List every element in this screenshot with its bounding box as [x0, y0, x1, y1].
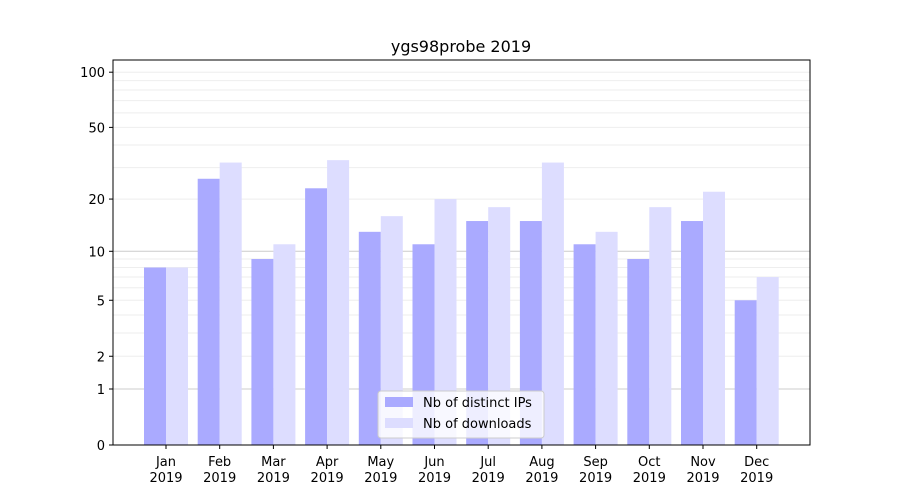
bar-downloads [756, 277, 779, 445]
bar-ips [681, 221, 703, 445]
y-tick-label: 100 [80, 66, 105, 81]
bar-downloads [327, 160, 350, 445]
y-tick-label: 1 [97, 383, 105, 398]
bar-downloads [541, 162, 564, 446]
y-tick-label: 50 [88, 121, 105, 136]
bar-downloads [649, 207, 672, 445]
y-tick-label: 0 [97, 439, 105, 454]
bar-downloads [273, 244, 296, 445]
legend-label: Nb of downloads [423, 417, 532, 432]
x-tick-label: May 2019 [364, 455, 397, 486]
bar-downloads [488, 207, 511, 445]
x-tick-label: Dec 2019 [740, 455, 773, 486]
y-tick-label: 10 [88, 245, 105, 260]
bar-ips [627, 259, 650, 445]
y-tick-label: 5 [97, 294, 105, 309]
x-tick-label: Oct 2019 [633, 455, 666, 486]
x-tick-label: Nov 2019 [686, 455, 719, 486]
bar-downloads [595, 231, 618, 445]
bar-ips [144, 267, 166, 445]
bar-downloads [434, 199, 457, 445]
bar-ips [305, 188, 328, 446]
x-tick-label: Jun 2019 [418, 455, 451, 486]
bar-ips [358, 231, 381, 445]
bar-ips [197, 178, 220, 445]
x-tick-label: Feb 2019 [203, 455, 236, 486]
y-tick-label: 2 [97, 350, 105, 365]
legend-box [377, 390, 545, 439]
bar-downloads [219, 162, 242, 446]
bar-downloads [380, 216, 403, 445]
legend: Nb of distinct IPs Nb of downloads [377, 390, 545, 439]
legend-swatch [385, 418, 413, 428]
x-tick-label: Mar 2019 [257, 455, 290, 486]
y-tick-label: 20 [88, 193, 105, 208]
x-tick-label: Sep 2019 [579, 455, 612, 486]
bar-ips [519, 221, 542, 445]
bar-ips [734, 300, 757, 445]
bar-ips [466, 221, 489, 445]
legend-swatch [385, 397, 413, 407]
x-tick-label: Apr 2019 [311, 455, 344, 486]
bar-downloads [703, 191, 725, 445]
bar-ips [251, 259, 274, 445]
x-tick-label: Jan 2019 [149, 455, 182, 486]
x-tick-label: Aug 2019 [525, 455, 558, 486]
bar-ips [573, 244, 596, 445]
x-tick-label: Jul 2019 [472, 455, 505, 486]
bar-downloads [166, 267, 188, 445]
chart-title: ygs98probe 2019 [391, 37, 531, 56]
plot-frame [112, 59, 811, 446]
legend-label: Nb of distinct IPs [423, 396, 532, 411]
